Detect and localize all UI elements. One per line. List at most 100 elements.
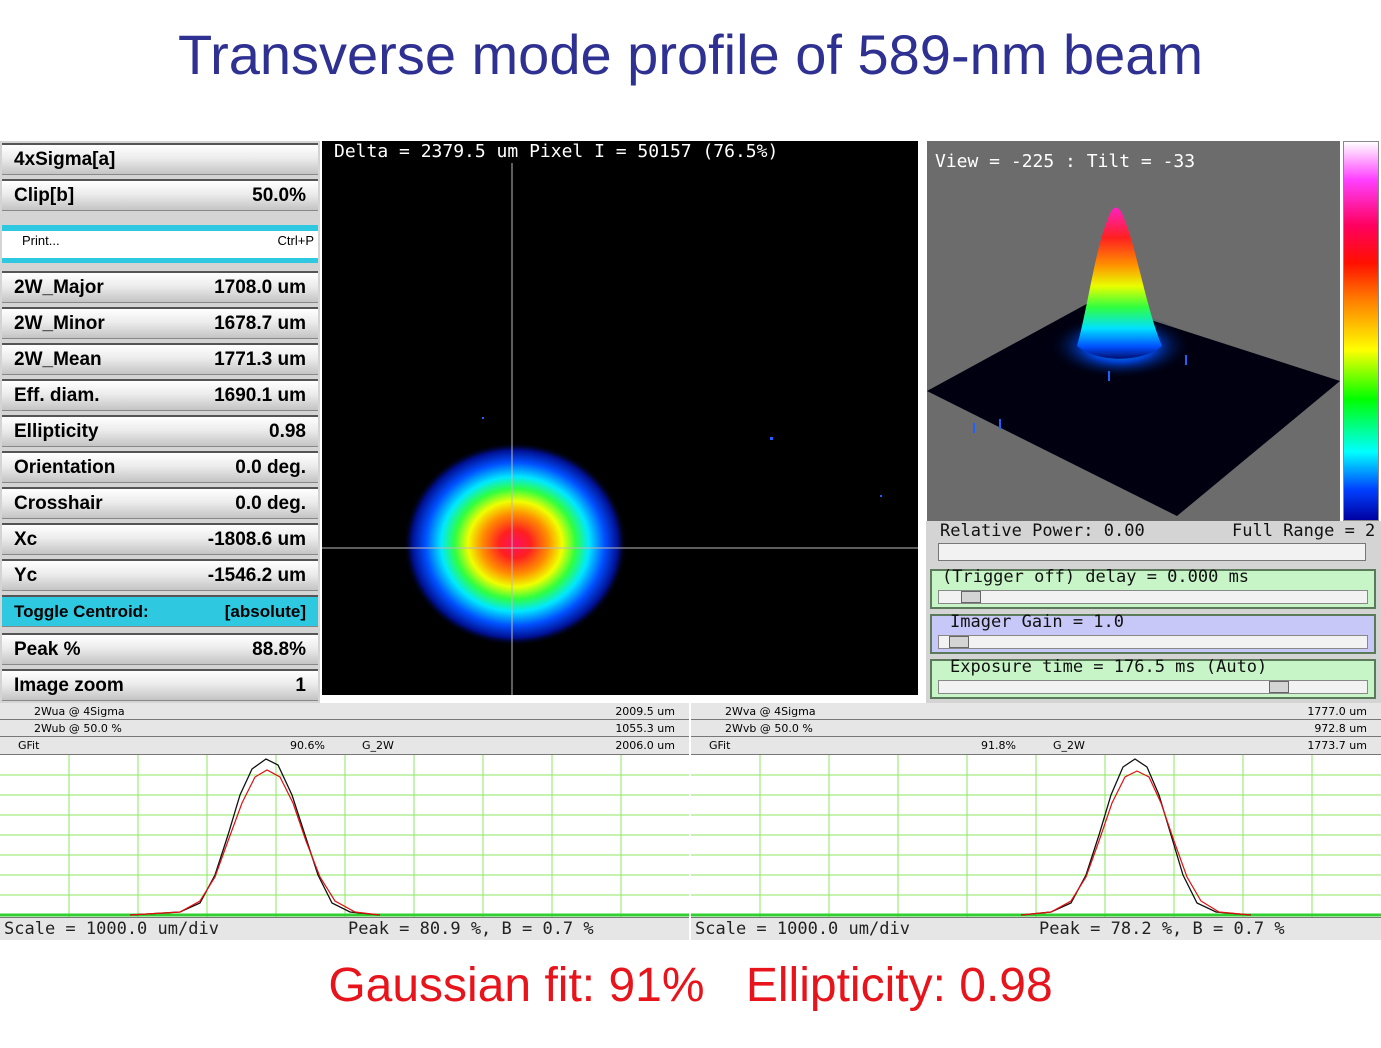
toggle-centroid-button[interactable]: Toggle Centroid: [absolute] — [2, 595, 318, 627]
profile-x-panel: 2Wua @ 4Sigma 2009.5 um 2Wub @ 50.0 % 10… — [0, 703, 689, 940]
row-value: 0.0 deg. — [235, 492, 306, 514]
profile-x-row1: 2Wua @ 4Sigma 2009.5 um — [0, 703, 689, 720]
delta-readout: Delta = 2379.5 um Pixel I = 50157 (76.5%… — [334, 141, 779, 162]
context-menu: Print... Ctrl+P — [2, 225, 318, 263]
gfit-label: GFit — [18, 739, 40, 752]
row-peak[interactable]: Peak % 88.8% — [2, 633, 318, 665]
row-value: 1678.7 um — [214, 312, 306, 334]
row-label: Yc — [14, 564, 38, 586]
caption-gaussian-fit: Gaussian fit: 91% — [328, 959, 705, 1012]
toggle-label: Toggle Centroid: — [14, 601, 149, 621]
profile-y-row1: 2Wva @ 4Sigma 1777.0 um — [691, 703, 1381, 720]
w50-label: 2Wvb @ 50.0 % — [725, 722, 813, 735]
slide-title: Transverse mode profile of 589-nm beam — [177, 23, 1204, 86]
row-value: 1690.1 um — [214, 384, 306, 406]
scale-readout: Scale = 1000.0 um/div — [695, 919, 910, 939]
row-value: -1808.6 um — [207, 528, 306, 550]
clip-label: Clip[b] — [14, 184, 75, 206]
exposure-time-control[interactable]: Exposure time = 176.5 ms (Auto) — [930, 657, 1376, 699]
w4sigma-value: 1777.0 um — [1307, 705, 1367, 718]
row-label: Image zoom — [14, 674, 124, 696]
w4sigma-label: 2Wua @ 4Sigma — [34, 705, 125, 718]
menu-print-label: Print... — [22, 233, 60, 248]
scale-readout: Scale = 1000.0 um/div — [4, 919, 219, 939]
row-value: 0.98 — [269, 420, 306, 442]
3d-view[interactable]: View = -225 : Tilt = -33 — [927, 141, 1340, 521]
row-eff-diam[interactable]: Eff. diam. 1690.1 um — [2, 379, 318, 411]
gfit-value: 90.6% — [290, 739, 325, 752]
3d-surface — [927, 207, 1340, 516]
slider-thumb[interactable] — [949, 636, 969, 648]
row-label: Peak % — [14, 638, 81, 660]
g2w-value: 1773.7 um — [1307, 739, 1367, 752]
method-label: 4xSigma[a] — [14, 148, 116, 170]
row-label: Xc — [14, 528, 38, 550]
slider-thumb[interactable] — [1269, 681, 1289, 693]
gfit-label: GFit — [709, 739, 731, 752]
gfit-value: 91.8% — [981, 739, 1016, 752]
w50-value: 972.8 um — [1314, 722, 1367, 735]
clip-value: 50.0% — [252, 184, 306, 206]
row-label: 2W_Major — [14, 276, 104, 298]
toggle-value: [absolute] — [224, 601, 306, 621]
g2w-label: G_2W — [362, 739, 394, 752]
peak-readout: Peak = 78.2 %, B = 0.7 % — [1039, 919, 1285, 939]
view-tilt-readout: View = -225 : Tilt = -33 — [935, 151, 1196, 172]
caption-ellipticity: Ellipticity: 0.98 — [745, 959, 1053, 1012]
row-value: -1546.2 um — [207, 564, 306, 586]
profile-x-footer: Scale = 1000.0 um/div Peak = 80.9 %, B =… — [0, 917, 689, 940]
beam-image[interactable]: Delta = 2379.5 um Pixel I = 50157 (76.5%… — [322, 141, 918, 695]
trigger-delay-control[interactable]: (Trigger off) delay = 0.000 ms — [930, 567, 1376, 609]
w4sigma-value: 2009.5 um — [615, 705, 675, 718]
measurement-panel: 4xSigma[a] Clip[b] 50.0% Print... Ctrl+P… — [0, 141, 320, 703]
method-button[interactable]: 4xSigma[a] — [2, 143, 318, 175]
profile-y-panel: 2Wva @ 4Sigma 1777.0 um 2Wvb @ 50.0 % 97… — [691, 703, 1381, 940]
row-label: Ellipticity — [14, 420, 99, 442]
row-value: 0.0 deg. — [235, 456, 306, 478]
g2w-value: 2006.0 um — [615, 739, 675, 752]
w4sigma-label: 2Wva @ 4Sigma — [725, 705, 816, 718]
row-label: 2W_Mean — [14, 348, 102, 370]
clip-button[interactable]: Clip[b] 50.0% — [2, 179, 318, 211]
relative-power-bar — [938, 543, 1366, 561]
row-value: 1708.0 um — [214, 276, 306, 298]
row-crosshair[interactable]: Crosshair 0.0 deg. — [2, 487, 318, 519]
profile-y-row3: GFit 91.8% G_2W 1773.7 um — [691, 737, 1381, 755]
imager-gain-label: Imager Gain = 1.0 — [950, 612, 1124, 632]
g2w-label: G_2W — [1053, 739, 1085, 752]
row-label: Orientation — [14, 456, 116, 478]
profile-y-footer: Scale = 1000.0 um/div Peak = 78.2 %, B =… — [691, 917, 1381, 940]
profile-x-row3: GFit 90.6% G_2W 2006.0 um — [0, 737, 689, 755]
row-orientation[interactable]: Orientation 0.0 deg. — [2, 451, 318, 483]
row-label: 2W_Minor — [14, 312, 105, 334]
row-yc[interactable]: Yc -1546.2 um — [2, 559, 318, 591]
row-2w-major[interactable]: 2W_Major 1708.0 um — [2, 271, 318, 303]
relative-power-label: Relative Power: 0.00 — [940, 521, 1145, 541]
profile-y-row2: 2Wvb @ 50.0 % 972.8 um — [691, 720, 1381, 737]
row-value: 88.8% — [252, 638, 306, 660]
exposure-time-slider[interactable] — [938, 680, 1368, 694]
acquisition-controls: Relative Power: 0.00 Full Range = 2 (Tri… — [926, 521, 1381, 703]
full-range-label: Full Range = 2 — [1232, 521, 1376, 541]
row-2w-minor[interactable]: 2W_Minor 1678.7 um — [2, 307, 318, 339]
row-image-zoom[interactable]: Image zoom 1 — [2, 669, 318, 701]
trigger-delay-slider[interactable] — [938, 590, 1368, 604]
row-value: 1771.3 um — [214, 348, 306, 370]
row-value: 1 — [295, 674, 306, 696]
row-ellipticity[interactable]: Ellipticity 0.98 — [2, 415, 318, 447]
w50-label: 2Wub @ 50.0 % — [34, 722, 122, 735]
imager-gain-control[interactable]: Imager Gain = 1.0 — [930, 612, 1376, 654]
row-2w-mean[interactable]: 2W_Mean 1771.3 um — [2, 343, 318, 375]
exposure-time-label: Exposure time = 176.5 ms (Auto) — [950, 657, 1268, 677]
row-label: Crosshair — [14, 492, 103, 514]
profile-y-plot — [691, 755, 1381, 917]
slide-caption: Gaussian fit: 91% Ellipticity: 0.98 — [0, 958, 1381, 1013]
imager-gain-slider[interactable] — [938, 635, 1368, 649]
beam-spot — [322, 163, 918, 695]
profile-x-plot — [0, 755, 689, 917]
slider-thumb[interactable] — [961, 591, 981, 603]
w50-value: 1055.3 um — [615, 722, 675, 735]
peak-readout: Peak = 80.9 %, B = 0.7 % — [348, 919, 594, 939]
menu-item-print[interactable]: Print... Ctrl+P — [2, 231, 318, 248]
row-xc[interactable]: Xc -1808.6 um — [2, 523, 318, 555]
